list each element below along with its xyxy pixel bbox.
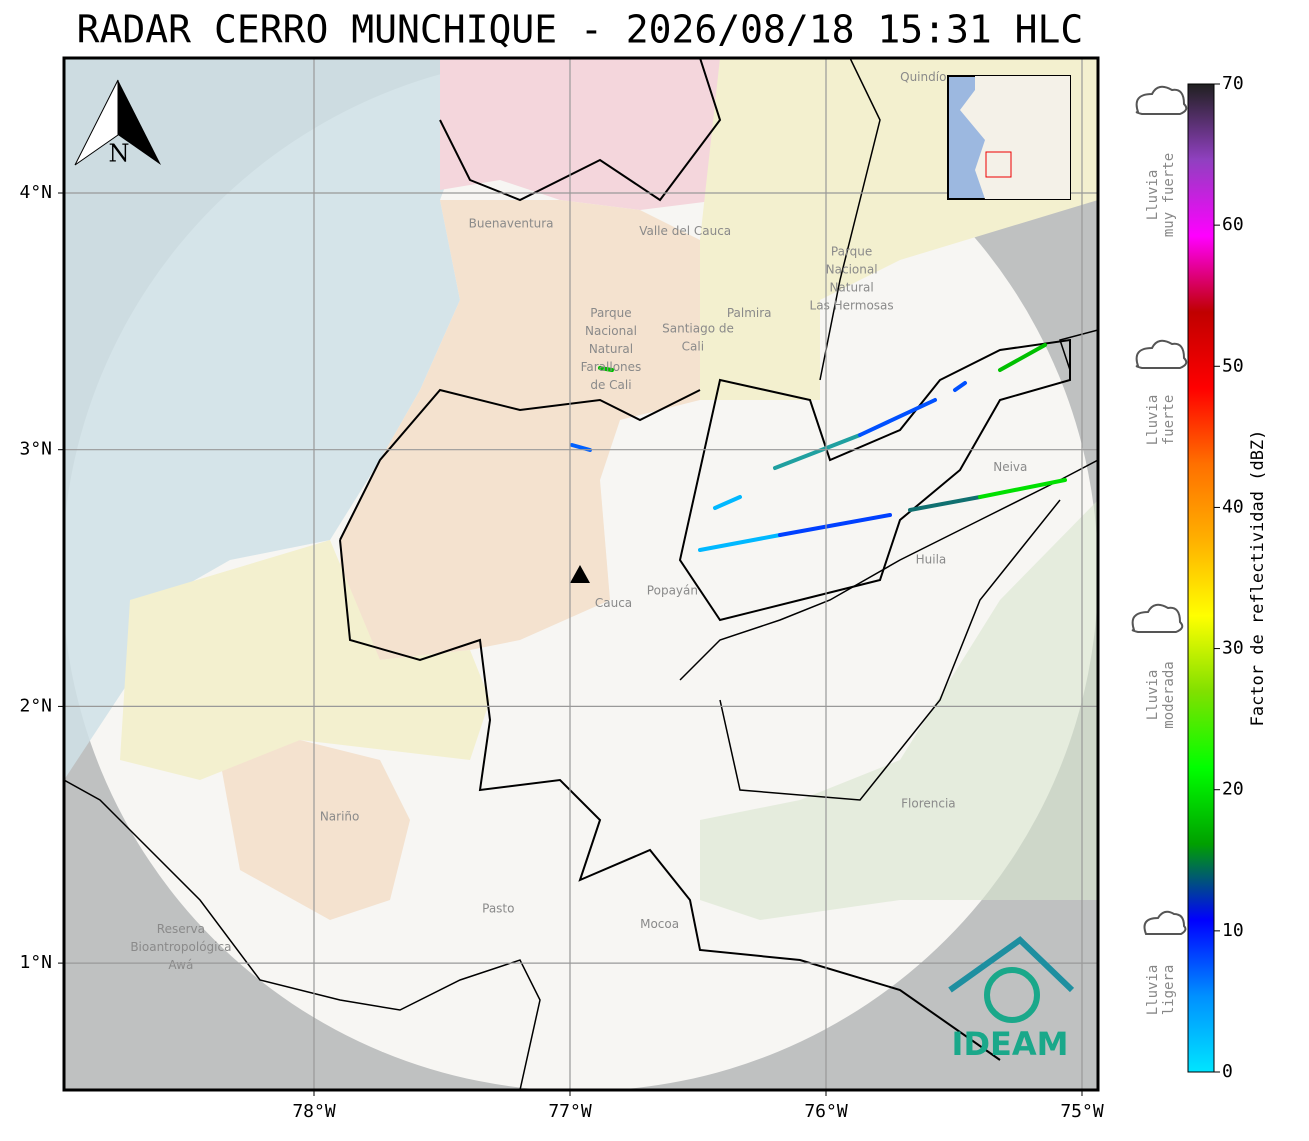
colorbar-tick-label: 0 [1222, 1061, 1233, 1082]
colorbar-label: Factor de reflectividad (dBZ) [1248, 430, 1268, 727]
place-label: Bioantropológica [130, 940, 231, 954]
place-label: Las Hermosas [810, 298, 894, 312]
legend-label: Lluvia [1145, 170, 1161, 221]
place-label: Quindío [900, 70, 946, 84]
radar-echoes [570, 343, 1067, 552]
x-tick-label: 78°W [292, 1101, 336, 1122]
legend-label: fuerte [1161, 395, 1177, 446]
place-label: Cauca [595, 596, 632, 610]
weather-icons [1131, 85, 1188, 935]
colorbar-tick-label: 30 [1222, 638, 1244, 659]
place-label: Cali [682, 340, 704, 354]
place-label: Farallones [581, 360, 642, 374]
place-label: Parque [831, 245, 872, 259]
colorbar-tick-label: 40 [1222, 496, 1244, 517]
radar-site [570, 565, 590, 583]
place-label: Nariño [320, 809, 360, 823]
y-tick-label: 3°N [19, 439, 52, 460]
place-label: de Cali [590, 378, 631, 392]
colorbar-tick-label: 50 [1222, 355, 1244, 376]
place-label: Parque [590, 306, 631, 320]
legend-label: ligera [1161, 965, 1177, 1016]
logo: IDEAM [948, 936, 1075, 1063]
place-label: Awá [168, 958, 193, 972]
legend-label: Lluvia [1145, 965, 1161, 1016]
place-label: Natural [589, 342, 633, 356]
north-label: N [109, 140, 130, 168]
place-label: Palmira [727, 306, 772, 320]
x-tick-label: 76°W [804, 1101, 848, 1122]
colorbar [1187, 83, 1215, 1073]
place-label: Buenaventura [469, 216, 554, 230]
legend-label: Lluvia [1145, 395, 1161, 446]
title: RADAR CERRO MUNCHIQUE - 2026/08/18 15:31… [77, 8, 1084, 52]
place-label: Neiva [993, 460, 1027, 474]
inset-map [947, 75, 1071, 200]
logo-text: IDEAM [952, 1025, 1069, 1063]
place-label: Florencia [901, 796, 956, 810]
colorbar-tick-label: 20 [1222, 779, 1244, 800]
place-label: Huila [916, 553, 947, 567]
north-arrow: N [74, 79, 161, 168]
place-label: Valle del Cauca [639, 224, 731, 238]
place-label: Nacional [585, 324, 637, 338]
legend-label: muy fuerte [1161, 153, 1177, 237]
place-label: Nacional [826, 263, 878, 277]
y-tick-label: 2°N [19, 695, 52, 716]
place-label: Reserva [157, 922, 205, 936]
place-label: Pasto [482, 902, 514, 916]
colorbar-tick-label: 70 [1222, 73, 1244, 94]
y-tick-label: 4°N [19, 182, 52, 203]
place-label: Mocoa [640, 917, 679, 931]
x-tick-label: 77°W [548, 1101, 592, 1122]
y-tick-label: 1°N [19, 952, 52, 973]
colorbar-tick-label: 60 [1222, 214, 1244, 235]
place-label: Natural [829, 280, 873, 294]
place-label: Popayán [647, 583, 698, 597]
map-frame [62, 56, 1100, 1092]
colorbar-tick-label: 10 [1222, 920, 1244, 941]
legend-label: moderada [1161, 661, 1177, 728]
map: Buenaventura Valle del Cauca Parque Naciona… [64, 58, 1098, 1090]
place-label: Santiago de [662, 322, 734, 336]
legend-label: Lluvia [1145, 670, 1161, 721]
x-tick-label: 75°W [1060, 1101, 1104, 1122]
